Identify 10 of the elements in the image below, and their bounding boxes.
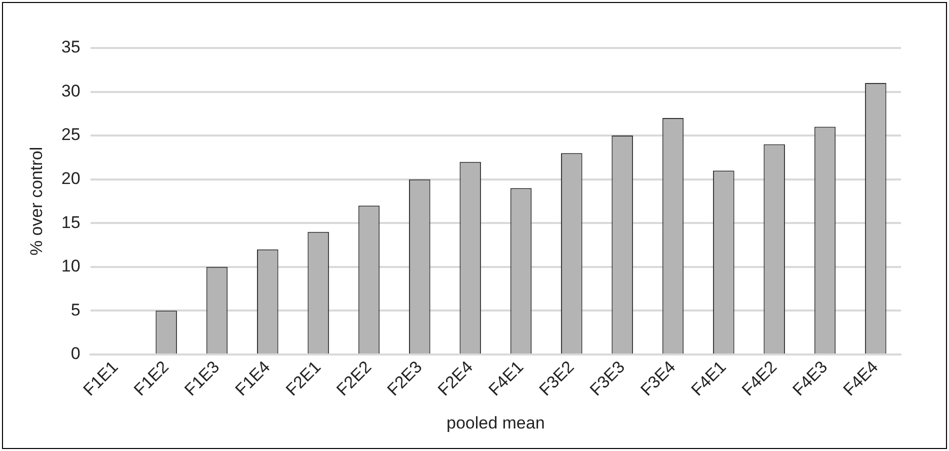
y-tick-label: 25: [61, 125, 80, 144]
x-axis-title: pooled mean: [446, 413, 545, 432]
y-tick-label: 0: [70, 344, 80, 364]
y-axis-title: % over control: [26, 146, 46, 256]
y-tick-label: 30: [61, 81, 80, 100]
y-tick-label: 5: [70, 300, 80, 320]
y-tick-label: 10: [61, 256, 80, 276]
y-tick-label: 15: [61, 212, 80, 232]
y-tick-label: 20: [61, 169, 80, 188]
y-tick-label: 35: [61, 38, 80, 57]
